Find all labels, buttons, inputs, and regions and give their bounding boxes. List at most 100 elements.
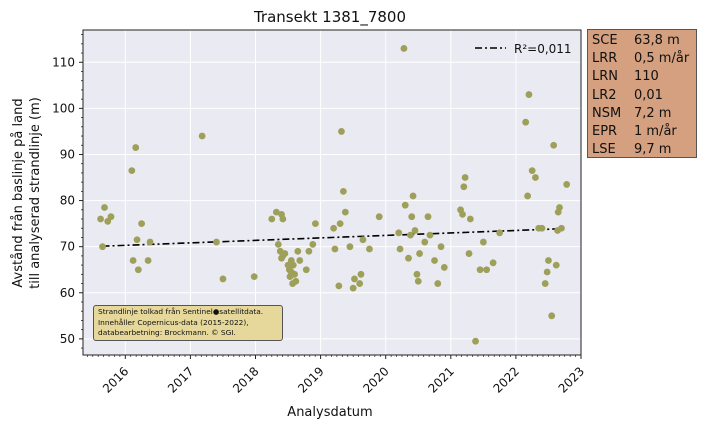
data-point [550, 141, 558, 149]
data-point [563, 181, 571, 188]
data-point [146, 238, 154, 246]
data-credit-box: Strandlinje tolkad från Sentinel●satelli… [93, 305, 283, 341]
data-point [250, 273, 258, 281]
data-point [532, 174, 539, 181]
data-point [472, 337, 479, 345]
data-point [339, 187, 347, 195]
data-point [558, 224, 565, 232]
y-tick-label: 60 [60, 286, 75, 300]
data-point [302, 266, 310, 274]
data-point [294, 247, 302, 255]
data-point [414, 277, 422, 285]
x-tick-label: 2023 [556, 364, 587, 395]
plot-area [83, 30, 581, 355]
data-point [338, 128, 345, 135]
stat-value: 110 [634, 69, 659, 85]
stat-key: LRR [592, 51, 618, 67]
data-point [524, 192, 532, 200]
data-point [281, 250, 289, 257]
data-point [309, 240, 317, 248]
credit-line-1: Strandlinje tolkad från Sentinel●satelli… [98, 307, 264, 316]
data-point [291, 270, 298, 278]
x-tick-label: 2018 [230, 364, 261, 395]
x-tick-label: 2021 [425, 364, 456, 395]
stat-row-sce: SCE 63,8 m [592, 32, 696, 50]
data-point [134, 266, 142, 274]
data-point [424, 213, 432, 221]
stat-row-lr2: LR2 0,01 [592, 87, 696, 105]
y-tick-label: 100 [52, 101, 75, 115]
data-point [351, 275, 358, 283]
data-point [128, 167, 136, 175]
data-point [335, 282, 343, 290]
data-point [144, 257, 152, 264]
legend: R²=0,011 [475, 42, 572, 56]
data-point [274, 240, 282, 248]
data-point [552, 261, 560, 269]
data-point [465, 250, 473, 257]
data-point [489, 259, 497, 267]
data-point [434, 280, 442, 287]
data-point [426, 231, 434, 239]
data-point [219, 275, 227, 283]
data-point [409, 192, 417, 200]
data-point [357, 270, 365, 278]
y-axis-label-line1: Avstånd från baslinje på land [11, 98, 26, 287]
data-point [359, 236, 367, 244]
trend-line [102, 227, 563, 248]
stat-value: 0,5 m/år [634, 51, 690, 67]
data-point [341, 208, 349, 216]
credit-line-2: Innehåller Copernicus-data (2015-2022), [98, 317, 249, 327]
data-point [400, 45, 408, 52]
data-point [416, 250, 423, 257]
data-point [305, 247, 313, 255]
stat-row-nsm: NSM 7,2 m [592, 105, 696, 123]
data-point [395, 229, 403, 237]
data-point [543, 268, 551, 276]
stat-key: LR2 [592, 87, 617, 103]
data-point [496, 229, 504, 237]
data-point [405, 254, 412, 262]
data-point [268, 215, 276, 223]
data-point [272, 208, 280, 216]
x-tick-label: 2019 [295, 364, 326, 395]
stat-key: EPR [592, 123, 618, 139]
data-point [129, 257, 137, 264]
y-tick-label: 70 [60, 240, 75, 254]
data-point [213, 238, 220, 246]
data-point [538, 224, 546, 232]
data-point [461, 174, 469, 181]
x-tick-label: 2017 [165, 364, 196, 395]
points-layer [97, 45, 571, 345]
statistics-box: SCE 63,8 m LRR 0,5 m/år LRN 110 LR2 0,01… [587, 29, 697, 158]
x-tick-label: 2022 [491, 364, 522, 395]
data-point [132, 144, 140, 151]
data-point [336, 220, 344, 228]
stat-key: LRN [592, 69, 618, 85]
stat-value: 63,8 m [634, 33, 680, 48]
data-point [401, 201, 409, 209]
data-point [101, 204, 108, 211]
data-point [556, 204, 563, 211]
y-tick-label: 110 [52, 55, 75, 69]
data-point [408, 213, 416, 221]
stat-key: LSE [592, 142, 616, 158]
data-point [413, 270, 421, 278]
stat-row-lrn: LRN 110 [592, 68, 696, 86]
data-point [525, 91, 533, 98]
data-point [133, 236, 141, 244]
data-point [330, 224, 338, 232]
data-point [138, 220, 145, 228]
y-tick-label: 80 [60, 194, 75, 208]
data-point [407, 231, 414, 239]
chart-title: Transekt 1381_7800 [253, 8, 406, 27]
data-point [421, 238, 429, 246]
data-point [366, 245, 373, 253]
data-point [460, 183, 468, 191]
data-point [292, 277, 300, 285]
y-tick-label: 90 [60, 147, 75, 161]
data-point [375, 213, 383, 221]
stat-key: SCE [592, 33, 618, 48]
y-tick-label: 50 [60, 332, 75, 346]
